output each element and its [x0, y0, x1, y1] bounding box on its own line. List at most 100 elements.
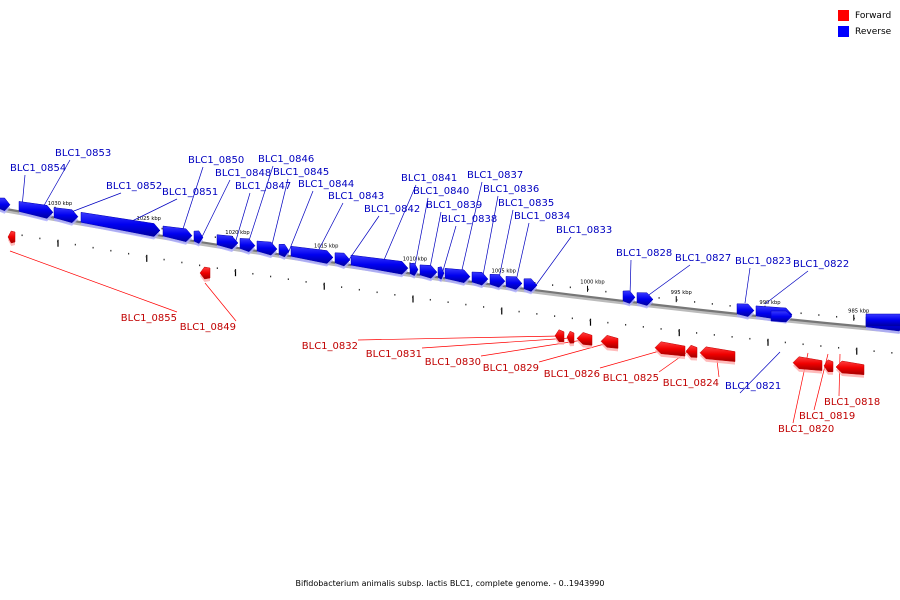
gene-arrow-blc1_0837[interactable]	[444, 268, 471, 283]
legend-item-reverse: Reverse	[838, 24, 891, 39]
gene-label-blc1_0845[interactable]: BLC1_0845	[273, 167, 329, 178]
gene-arrow-blc1_0831[interactable]	[566, 330, 575, 344]
gene-label-blc1_0837[interactable]: BLC1_0837	[467, 170, 523, 181]
gene-label-blc1_0849[interactable]: BLC1_0849	[180, 322, 236, 333]
minor-tick-lower	[500, 308, 502, 311]
gene-label-blc1_0852[interactable]: BLC1_0852	[106, 181, 162, 192]
gene-label-blc1_0846[interactable]: BLC1_0846	[258, 154, 314, 165]
gene-label-blc1_0843[interactable]: BLC1_0843	[328, 191, 384, 202]
gene-arrow-blc1_0827[interactable]	[636, 292, 654, 306]
gene-label-blc1_0854[interactable]: BLC1_0854	[10, 163, 66, 174]
gene-arrow-blc1_0847[interactable]	[216, 234, 239, 250]
minor-tick-lower	[447, 301, 449, 303]
gene-arrow-blc1_0825[interactable]	[685, 344, 698, 358]
gene-arrow-blc1_0842[interactable]	[334, 252, 351, 267]
gene-arrow-blc1_0826[interactable]	[654, 341, 686, 357]
gene-arrow-blc1_0852[interactable]	[53, 207, 79, 223]
gene-label-blc1_0851[interactable]: BLC1_0851	[162, 187, 218, 198]
gene-label-blc1_0818[interactable]: BLC1_0818	[824, 397, 880, 408]
minor-tick-upper	[605, 290, 607, 293]
gene-arrow-blc1_0849[interactable]	[199, 266, 211, 280]
gene-label-blc1_0829[interactable]: BLC1_0829	[483, 363, 539, 374]
gene-arrow-blc1_0848[interactable]	[193, 230, 204, 244]
minor-tick-upper	[161, 227, 163, 230]
gene-label-blc1_0835[interactable]: BLC1_0835	[498, 198, 554, 209]
minor-tick-lower	[341, 286, 343, 288]
gene-label-blc1_0826[interactable]: BLC1_0826	[544, 369, 600, 380]
gene-arrow-blc1_0824[interactable]	[699, 346, 736, 362]
leader-line	[245, 165, 274, 251]
gene-label-blc1_0850[interactable]: BLC1_0850	[188, 155, 244, 166]
gene-label-blc1_0841[interactable]: BLC1_0841	[401, 173, 457, 184]
minor-tick-lower	[57, 240, 59, 243]
gene-label-blc1_0847[interactable]: BLC1_0847	[235, 181, 291, 192]
gene-arrow-blc1_0851[interactable]	[80, 212, 161, 237]
gene-arrow-blc1_0843[interactable]	[290, 245, 334, 264]
gene-label-blc1_0821[interactable]: BLC1_0821	[725, 381, 781, 392]
gene-arrow-blc1_0829[interactable]	[600, 335, 619, 349]
gene-arrow-blc1_0844[interactable]	[278, 243, 290, 258]
leader-line	[538, 342, 609, 363]
gene-label-blc1_0840[interactable]: BLC1_0840	[413, 186, 469, 197]
gene-arrow-blc1_0828[interactable]	[622, 290, 636, 304]
gene-label-blc1_0822[interactable]: BLC1_0822	[793, 259, 849, 270]
minor-tick-upper	[818, 314, 820, 316]
gene-arrow-blc1_0819[interactable]	[823, 359, 834, 373]
gene-arrow-blc1_0832[interactable]	[554, 329, 565, 343]
gene-arrow-blc1_0855[interactable]	[7, 230, 16, 244]
gene-arrow-blc1_0853[interactable]	[18, 201, 54, 219]
minor-tick-lower	[376, 291, 378, 294]
minor-tick-upper	[676, 299, 678, 301]
gene-arrow-blc1_0850[interactable]	[162, 225, 193, 242]
tick-label: 995 kbp	[671, 290, 693, 296]
gene-arrow-blc1_0838[interactable]	[437, 266, 445, 280]
gene-label-blc1_0855[interactable]: BLC1_0855	[121, 313, 177, 324]
gene-label-blc1_0838[interactable]: BLC1_0838	[441, 214, 497, 225]
gene-arrow-blc1_0840[interactable]	[409, 262, 419, 276]
gene-arrow-blc1_0836[interactable]	[471, 271, 489, 286]
gene-label-blc1_0831[interactable]: BLC1_0831	[366, 349, 422, 360]
gene-label-blc1_0834[interactable]: BLC1_0834	[514, 211, 570, 222]
gene-label-blc1_0832[interactable]: BLC1_0832	[302, 341, 358, 352]
minor-tick-lower	[855, 348, 857, 351]
gene-arrow-blc1_0841[interactable]	[350, 254, 409, 275]
tick-label: 985 kbp	[848, 309, 870, 315]
gene-label-blc1_0848[interactable]: BLC1_0848	[215, 168, 271, 179]
gene-arrow-blc1_0818[interactable]	[835, 360, 865, 375]
gene-arrow-blc1_0835[interactable]	[489, 274, 506, 288]
gene-arrow-blc1_0846[interactable]	[239, 238, 256, 252]
gene-label-blc1_0820[interactable]: BLC1_0820	[778, 424, 834, 435]
gene-arrow-blc1_0830[interactable]	[576, 332, 593, 346]
gene-label-blc1_0839[interactable]: BLC1_0839	[426, 200, 482, 211]
minor-tick-upper	[587, 288, 589, 291]
gene-arrow-blc1_0833[interactable]	[523, 278, 538, 292]
gene-label-blc1_0819[interactable]: BLC1_0819	[799, 411, 855, 422]
minor-tick-upper	[800, 312, 802, 315]
gene-arrow-blc1_0854[interactable]	[0, 197, 11, 212]
minor-tick-upper	[658, 297, 660, 299]
gene-arrow-blc1_0823[interactable]	[736, 303, 755, 317]
gene-label-blc1_0824[interactable]: BLC1_0824	[663, 378, 719, 389]
gene-label-blc1_0844[interactable]: BLC1_0844	[298, 179, 354, 190]
gene-label-blc1_0836[interactable]: BLC1_0836	[483, 184, 539, 195]
gene-label-blc1_0823[interactable]: BLC1_0823	[735, 256, 791, 267]
gene-label-blc1_0853[interactable]: BLC1_0853	[55, 148, 111, 159]
gene-arrow-blc1_0839[interactable]	[419, 264, 438, 279]
minor-tick-upper	[214, 236, 216, 238]
gene-label-blc1_0833[interactable]: BLC1_0833	[556, 225, 612, 236]
minor-tick-lower	[483, 306, 485, 308]
gene-arrow-blc1_0820[interactable]	[792, 356, 823, 371]
tick-label: 1005 kbp	[492, 268, 517, 274]
minor-tick-lower	[216, 267, 218, 269]
gene-label-blc1_0825[interactable]: BLC1_0825	[603, 373, 659, 384]
minor-tick-lower	[39, 237, 41, 240]
gene-label-blc1_0828[interactable]: BLC1_0828	[616, 248, 672, 259]
gene-label-blc1_0827[interactable]: BLC1_0827	[675, 253, 731, 264]
gene-label-blc1_0830[interactable]: BLC1_0830	[425, 357, 481, 368]
tick-label: 1025 kbp	[137, 216, 162, 222]
gene-arrow-blc1_0845[interactable]	[256, 240, 278, 256]
leader-line	[530, 236, 572, 293]
gene-arrow-blc1_0834[interactable]	[505, 276, 523, 290]
gene-label-blc1_0842[interactable]: BLC1_0842	[364, 204, 420, 215]
